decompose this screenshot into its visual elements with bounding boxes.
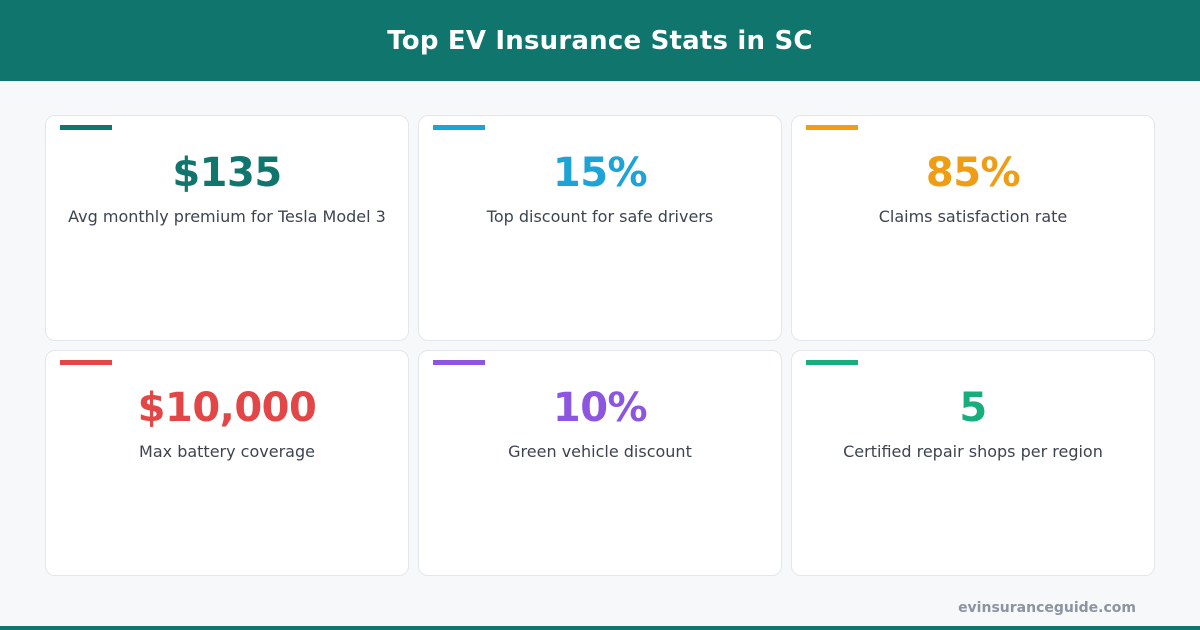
page-title: Top EV Insurance Stats in SC	[387, 25, 813, 56]
card-accent-bar	[806, 360, 858, 365]
card-accent-bar	[433, 125, 485, 130]
stat-label: Certified repair shops per region	[843, 442, 1103, 461]
stat-label: Claims satisfaction rate	[878, 207, 1068, 226]
stat-value: 15%	[552, 150, 648, 196]
stat-value: $135	[172, 150, 282, 196]
stat-label: Green vehicle discount	[508, 442, 692, 461]
bottom-accent-bar	[0, 626, 1200, 630]
card-accent-bar	[60, 360, 112, 365]
stat-card: 5 Certified repair shops per region	[791, 350, 1155, 576]
card-accent-bar	[433, 360, 485, 365]
footer-site-link[interactable]: evinsuranceguide.com	[958, 600, 1136, 616]
stat-card: $10,000 Max battery coverage	[45, 350, 409, 576]
stat-card: $135 Avg monthly premium for Tesla Model…	[45, 115, 409, 341]
stat-value: 5	[959, 385, 987, 431]
stat-card: 10% Green vehicle discount	[418, 350, 782, 576]
stat-card: 15% Top discount for safe drivers	[418, 115, 782, 341]
stat-card: 85% Claims satisfaction rate	[791, 115, 1155, 341]
stats-grid: $135 Avg monthly premium for Tesla Model…	[45, 115, 1155, 576]
stat-value: 85%	[925, 150, 1021, 196]
stat-value: $10,000	[137, 385, 317, 431]
stat-label: Max battery coverage	[139, 442, 315, 461]
stat-label: Top discount for safe drivers	[486, 207, 714, 226]
stat-label: Avg monthly premium for Tesla Model 3	[68, 207, 386, 226]
stat-value: 10%	[552, 385, 648, 431]
card-accent-bar	[806, 125, 858, 130]
card-accent-bar	[60, 125, 112, 130]
header-banner: Top EV Insurance Stats in SC	[0, 0, 1200, 81]
